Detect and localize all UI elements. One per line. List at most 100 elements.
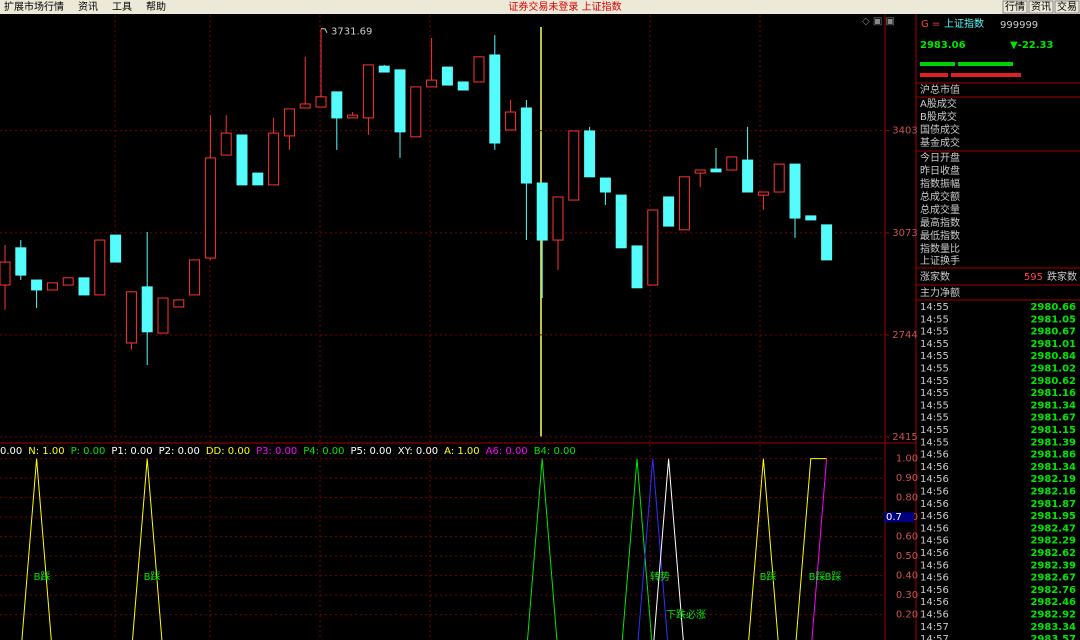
candle-body bbox=[520, 107, 532, 184]
candle-body bbox=[125, 291, 137, 344]
vertical-grid bbox=[114, 15, 761, 640]
candle-body bbox=[78, 277, 90, 296]
candle-body bbox=[141, 286, 153, 333]
candle-body bbox=[584, 130, 596, 178]
tick-price: 2980.66 bbox=[1030, 302, 1076, 313]
menu-item[interactable]: 工具 bbox=[112, 1, 132, 13]
candle-body bbox=[631, 245, 643, 289]
tick-time: 14:55 bbox=[920, 425, 949, 436]
indicator-legend: N: 1.00 bbox=[28, 446, 64, 457]
candle-body bbox=[615, 194, 627, 249]
menu-item[interactable]: 帮助 bbox=[146, 0, 166, 13]
y-tick-label: 2744 bbox=[892, 330, 917, 341]
button[interactable] bbox=[1054, 0, 1080, 14]
y-tick-label: 0.50 bbox=[896, 551, 918, 562]
button[interactable] bbox=[1002, 0, 1028, 14]
tick-price: 2982.16 bbox=[1030, 487, 1076, 498]
candle-body bbox=[362, 64, 374, 119]
tick-price: 2981.95 bbox=[1030, 511, 1076, 522]
candle-body bbox=[268, 132, 280, 186]
menu-item[interactable]: 扩展市场行情 bbox=[4, 0, 64, 13]
tick-price: 2980.62 bbox=[1030, 376, 1076, 387]
candle-body bbox=[189, 259, 201, 296]
button-label[interactable]: 资讯 bbox=[1031, 1, 1051, 13]
candle-body bbox=[110, 234, 122, 263]
indicator-legend: XY: 0.00 bbox=[398, 446, 438, 457]
ask-bar bbox=[920, 73, 948, 77]
field-label: 总成交量 bbox=[920, 203, 960, 216]
indicator-legend: B4: 0.00 bbox=[534, 446, 576, 457]
field-label: 上证换手 bbox=[920, 254, 960, 267]
candle-body bbox=[331, 91, 343, 119]
candle-body bbox=[710, 168, 722, 173]
status-text: 证券交易未登录 上证指数 bbox=[508, 0, 621, 13]
candle-body bbox=[410, 86, 422, 138]
candle-body bbox=[599, 177, 611, 193]
quote-change: ▼-22.33 bbox=[1010, 40, 1054, 51]
indicator-legend: A: 1.00 bbox=[444, 446, 479, 457]
tick-time: 14:56 bbox=[920, 560, 949, 571]
signal-label: B踩 bbox=[144, 571, 161, 583]
tick-time: 14:56 bbox=[920, 523, 949, 534]
candle-body bbox=[426, 79, 438, 88]
candle-body bbox=[62, 277, 74, 286]
y-tick-label: 0.90 bbox=[896, 473, 918, 484]
tick-time: 14:56 bbox=[920, 474, 949, 485]
tick-price: 2981.16 bbox=[1030, 388, 1076, 399]
candle-body bbox=[552, 196, 564, 241]
net-label: 主力净额 bbox=[920, 286, 960, 299]
tick-time: 14:56 bbox=[920, 585, 949, 596]
candle-body bbox=[220, 132, 232, 156]
candle-body bbox=[157, 297, 169, 334]
quote-code: 999999 bbox=[1000, 20, 1038, 31]
candle-body bbox=[473, 56, 485, 83]
field-label: 基金成交 bbox=[920, 136, 960, 149]
button[interactable] bbox=[1028, 0, 1054, 14]
field-label: 沪总市值 bbox=[920, 83, 960, 96]
candle-body bbox=[236, 134, 248, 186]
tick-time: 14:55 bbox=[920, 400, 949, 411]
candle-body bbox=[299, 103, 311, 109]
candle-body bbox=[536, 182, 548, 241]
signal-label: B踩 bbox=[809, 571, 826, 583]
tick-price: 2980.67 bbox=[1030, 327, 1076, 338]
menu-item[interactable]: 资讯 bbox=[78, 1, 98, 13]
tick-time: 14:55 bbox=[920, 327, 949, 338]
tick-price: 2982.92 bbox=[1030, 610, 1076, 621]
button-label[interactable]: 交易 bbox=[1057, 0, 1077, 13]
candle-body bbox=[0, 261, 11, 286]
field-label: 今日开盘 bbox=[920, 151, 960, 164]
tick-price: 2982.62 bbox=[1030, 548, 1076, 559]
field-label: 指数振幅 bbox=[920, 177, 960, 190]
candle-body bbox=[94, 239, 106, 296]
bid-bar bbox=[958, 62, 1013, 66]
tick-price: 2981.15 bbox=[1030, 425, 1076, 436]
candle-body bbox=[821, 224, 833, 261]
y-tick-label: 0.30 bbox=[896, 590, 918, 601]
signal-label: B踩 bbox=[760, 571, 777, 583]
candle-body bbox=[678, 176, 690, 231]
up-label: 涨家数 bbox=[920, 270, 950, 283]
candle-body bbox=[441, 66, 453, 86]
candle-body bbox=[15, 247, 27, 276]
indicator-legend: A6: 0.00 bbox=[486, 446, 528, 457]
field-label: A股成交 bbox=[920, 97, 957, 110]
tick-price: 2981.02 bbox=[1030, 364, 1076, 375]
candle-body bbox=[742, 159, 754, 193]
field-label: 最高指数 bbox=[920, 216, 960, 229]
bid-bar bbox=[920, 62, 955, 66]
tick-price: 2982.19 bbox=[1030, 474, 1076, 485]
tick-time: 14:55 bbox=[920, 376, 949, 387]
menu-bar bbox=[0, 0, 1080, 14]
candle-body bbox=[252, 172, 264, 186]
tick-price: 2981.87 bbox=[1030, 499, 1076, 510]
window-icons[interactable]: ◇ ▣ ▣ bbox=[862, 16, 895, 27]
field-label: 昨日收盘 bbox=[920, 164, 960, 177]
button-label[interactable]: 行情 bbox=[1005, 0, 1025, 13]
indicator-legend: P2: 0.00 bbox=[159, 446, 200, 457]
cursor-box bbox=[884, 512, 914, 523]
candle-body bbox=[457, 81, 469, 91]
tick-time: 14:57 bbox=[920, 622, 949, 633]
